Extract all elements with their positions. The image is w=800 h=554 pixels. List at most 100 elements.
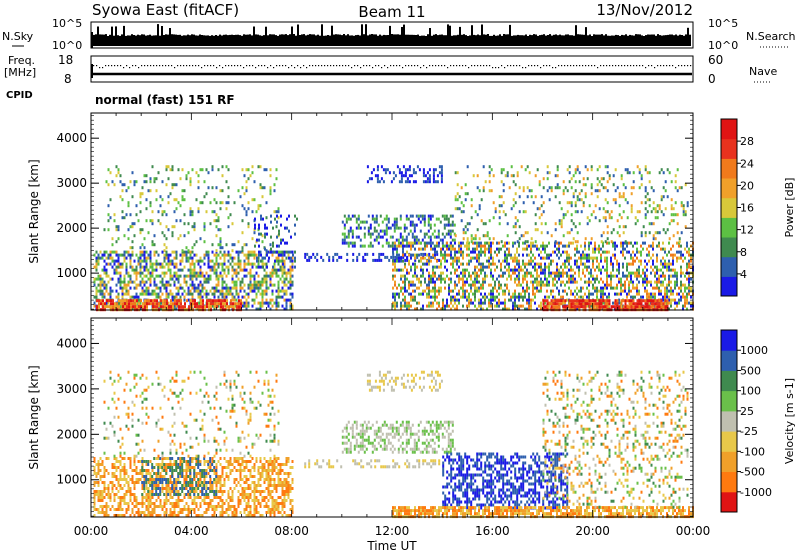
nave-point (312, 65, 314, 67)
data-cell (504, 241, 506, 245)
data-cell (145, 250, 148, 254)
data-cell (500, 274, 502, 278)
data-cell (275, 259, 278, 263)
nave-point (183, 65, 185, 67)
nave-point (546, 65, 548, 67)
data-cell (552, 305, 555, 309)
data-cell (434, 271, 436, 275)
data-cell (155, 177, 158, 181)
data-cell (570, 305, 573, 309)
data-cell (400, 174, 403, 178)
data-cell (401, 235, 404, 239)
data-cell (620, 280, 622, 284)
data-cell (187, 259, 190, 263)
data-cell (634, 271, 636, 275)
data-cell (612, 228, 615, 232)
data-cell (668, 283, 670, 287)
data-cell (536, 247, 538, 251)
data-cell (424, 241, 426, 245)
data-cell (93, 280, 96, 284)
data-cell (468, 274, 470, 278)
data-cell (600, 295, 602, 299)
data-cell (548, 262, 550, 266)
data-cell (347, 232, 350, 236)
data-cell (500, 195, 503, 199)
nave-point (645, 67, 647, 69)
data-cell (105, 301, 108, 305)
data-cell (420, 241, 422, 245)
nave-point (657, 65, 659, 67)
data-cell (414, 171, 417, 175)
data-cell (291, 250, 294, 254)
data-cell (99, 292, 102, 296)
nave-point (660, 65, 662, 67)
data-cell (189, 183, 192, 187)
data-cell (562, 301, 564, 305)
data-cell (482, 268, 484, 272)
data-cell (265, 301, 268, 305)
data-cell (634, 302, 637, 306)
data-cell (165, 168, 168, 172)
data-cell (400, 259, 402, 263)
data-cell (195, 259, 198, 263)
data-cell (101, 289, 104, 293)
data-cell (249, 268, 252, 272)
data-cell (214, 299, 216, 303)
data-cell (472, 247, 474, 251)
data-cell (106, 299, 108, 303)
data-cell (158, 302, 160, 306)
data-cell (253, 198, 256, 202)
data-cell (518, 295, 520, 299)
data-cell (462, 277, 464, 281)
data-cell (143, 237, 146, 241)
data-cell (614, 241, 616, 245)
data-cell (412, 180, 415, 184)
data-cell (494, 283, 496, 287)
data-cell (618, 225, 621, 229)
data-cell (247, 262, 250, 266)
data-cell (139, 292, 142, 296)
data-cell (586, 168, 589, 172)
data-cell (223, 268, 226, 272)
data-cell (157, 262, 160, 266)
data-cell (584, 247, 586, 251)
data-cell (233, 256, 236, 260)
data-cell (558, 305, 561, 309)
data-cell (159, 195, 162, 199)
nave-point (483, 65, 485, 67)
data-cell (259, 265, 262, 269)
data-cell (630, 305, 633, 309)
data-cell (510, 277, 512, 281)
data-cell (466, 268, 468, 272)
data-cell (205, 250, 208, 254)
data-cell (269, 283, 272, 287)
data-cell (443, 223, 446, 227)
data-cell (688, 259, 690, 263)
data-cell (227, 271, 230, 275)
data-cell (470, 250, 472, 254)
data-cell (504, 250, 506, 254)
data-cell (580, 295, 582, 299)
data-cell (206, 302, 208, 306)
data-cell (382, 180, 385, 184)
data-cell (522, 268, 524, 272)
data-cell (632, 250, 634, 254)
data-cell (400, 177, 403, 181)
data-cell (456, 256, 458, 260)
data-cell (361, 220, 364, 224)
data-cell (149, 253, 152, 257)
data-cell (338, 255, 341, 259)
data-cell (221, 295, 224, 299)
data-cell (662, 295, 664, 299)
data-cell (538, 289, 540, 293)
data-cell (404, 174, 407, 178)
data-cell (538, 265, 540, 269)
data-cell (618, 262, 620, 266)
data-cell (143, 259, 146, 263)
data-cell (394, 307, 396, 311)
data-cell (141, 250, 144, 254)
data-cell (666, 286, 668, 290)
data-cell (404, 171, 407, 175)
data-cell (373, 220, 376, 224)
data-cell (618, 271, 620, 275)
